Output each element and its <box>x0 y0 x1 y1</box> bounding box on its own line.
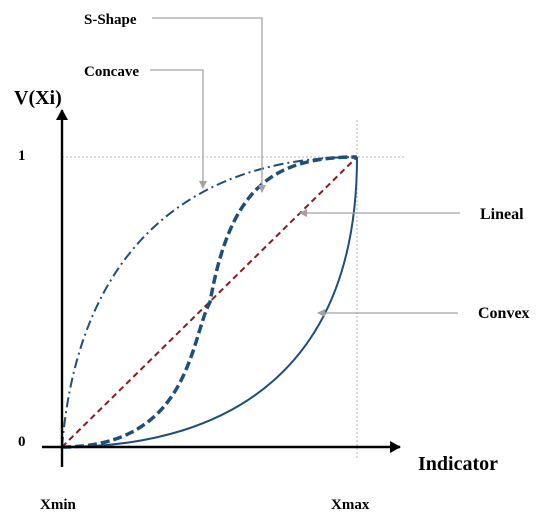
x-tick-xmax: Xmax <box>331 497 370 513</box>
s-shape-label: S-Shape <box>84 12 137 28</box>
s-shape-curve <box>61 155 358 449</box>
x-tick-xmin: Xmin <box>40 497 76 513</box>
concave-label: Concave <box>84 64 139 80</box>
concave-curve <box>61 156 358 448</box>
y-axis-label: V(Xi) <box>14 87 62 109</box>
convex-label: Convex <box>478 305 530 322</box>
y-tick-top: 1 <box>18 148 26 164</box>
lineal-label: Lineal <box>480 206 524 223</box>
convex-curve <box>61 156 358 448</box>
y-tick-bottom: 0 <box>18 434 26 450</box>
lineal-curve <box>61 156 358 448</box>
s-shape-leader <box>152 17 266 193</box>
concave-leader <box>150 69 207 189</box>
x-axis-label: Indicator <box>418 453 498 475</box>
